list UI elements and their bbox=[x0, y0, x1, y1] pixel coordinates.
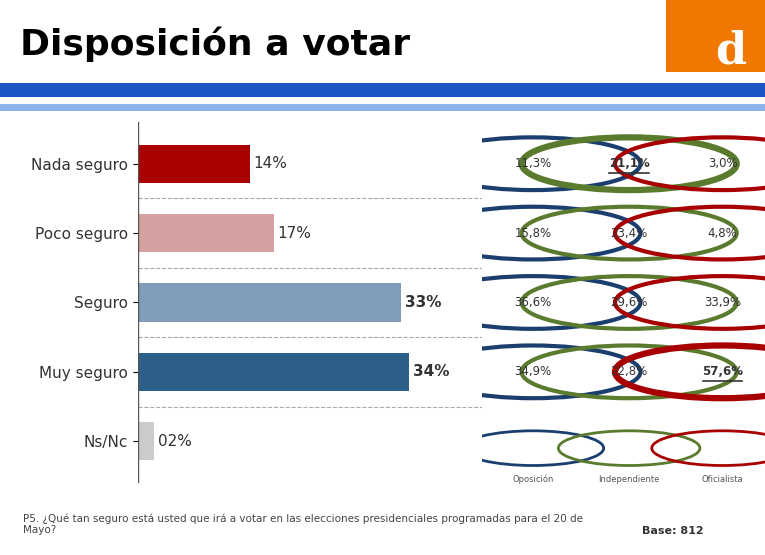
Text: Base: 812: Base: 812 bbox=[643, 526, 704, 536]
Text: 21,1%: 21,1% bbox=[609, 157, 649, 170]
Text: 34%: 34% bbox=[413, 364, 450, 380]
Text: 23,4%: 23,4% bbox=[610, 226, 648, 240]
Text: 57,6%: 57,6% bbox=[702, 365, 743, 379]
Text: Oficialista: Oficialista bbox=[702, 475, 744, 483]
Bar bbox=[138, 145, 249, 183]
Text: 34,9%: 34,9% bbox=[514, 365, 552, 379]
Bar bbox=[138, 284, 402, 321]
Text: d: d bbox=[715, 29, 746, 72]
Text: 29,6%: 29,6% bbox=[610, 296, 648, 309]
Bar bbox=[138, 422, 154, 460]
Text: 22,8%: 22,8% bbox=[610, 365, 648, 379]
Text: 15,8%: 15,8% bbox=[514, 226, 552, 240]
Text: 33%: 33% bbox=[405, 295, 442, 310]
Text: Disposición a votar: Disposición a votar bbox=[20, 27, 410, 62]
Text: 02%: 02% bbox=[158, 433, 191, 449]
Text: Independiente: Independiente bbox=[598, 475, 660, 483]
Text: 36,6%: 36,6% bbox=[514, 296, 552, 309]
Text: 14%: 14% bbox=[253, 156, 288, 171]
Text: 33,9%: 33,9% bbox=[704, 296, 741, 309]
Text: 4,8%: 4,8% bbox=[708, 226, 737, 240]
Text: P5. ¿Qué tan seguro está usted que irá a votar en las elecciones presidenciales : P5. ¿Qué tan seguro está usted que irá a… bbox=[23, 513, 583, 536]
Text: 17%: 17% bbox=[278, 225, 311, 241]
Bar bbox=[138, 214, 274, 252]
Text: 11,3%: 11,3% bbox=[514, 157, 552, 170]
Text: Oposición: Oposición bbox=[513, 475, 554, 484]
Text: 3,0%: 3,0% bbox=[708, 157, 737, 170]
Bar bbox=[138, 353, 409, 391]
